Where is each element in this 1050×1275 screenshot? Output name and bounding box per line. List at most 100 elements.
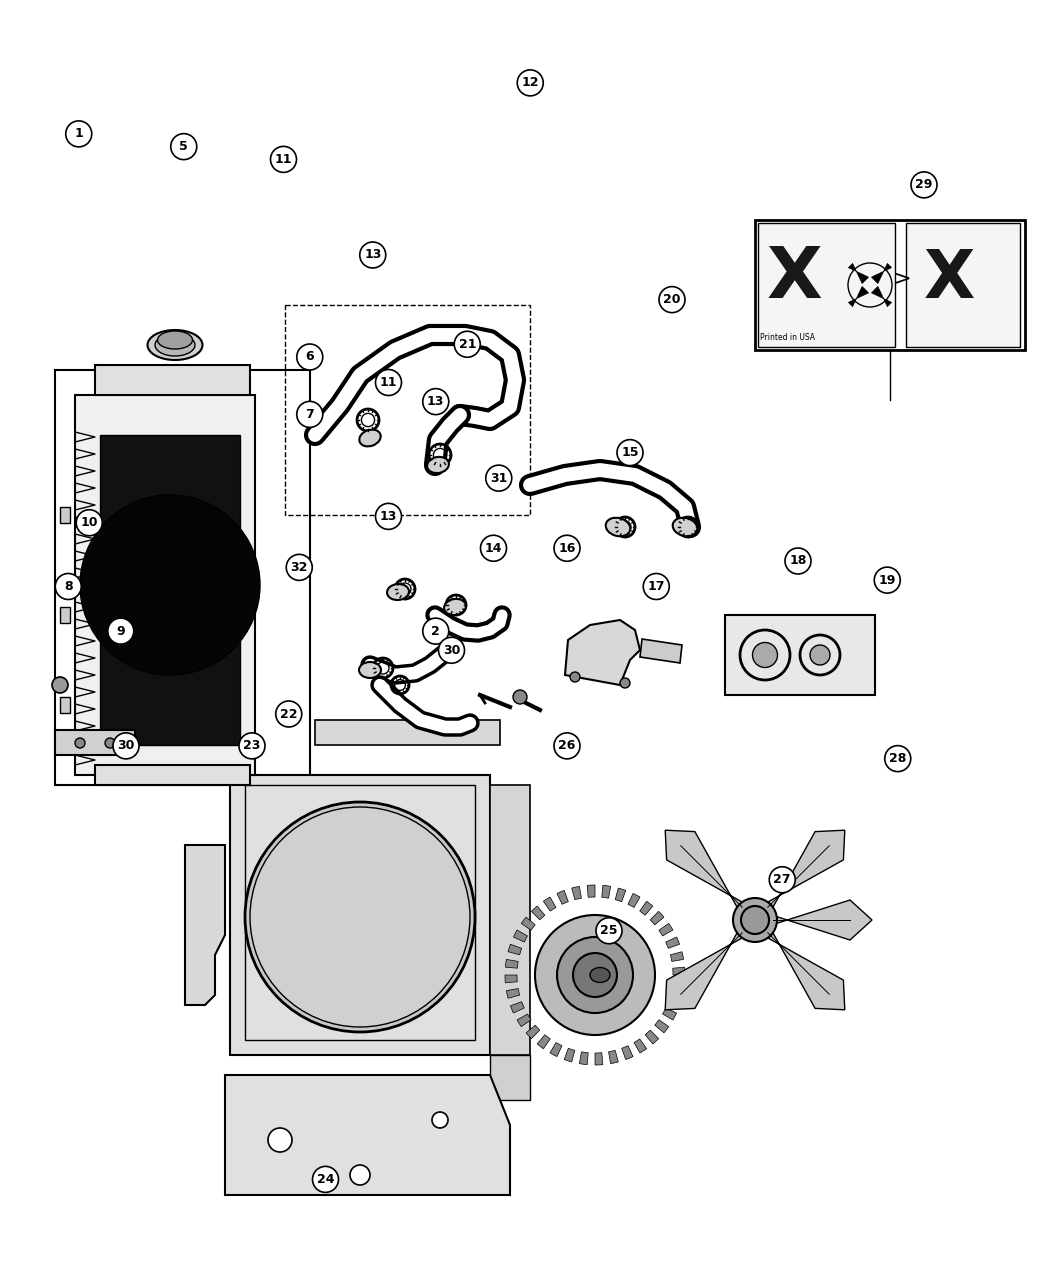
- Circle shape: [250, 807, 470, 1026]
- Wedge shape: [526, 1025, 540, 1039]
- Text: 6: 6: [306, 351, 314, 363]
- Polygon shape: [55, 731, 135, 755]
- Circle shape: [297, 344, 322, 370]
- Circle shape: [66, 121, 91, 147]
- Wedge shape: [655, 1020, 669, 1033]
- Polygon shape: [666, 830, 750, 914]
- Polygon shape: [60, 607, 70, 623]
- Polygon shape: [760, 830, 845, 914]
- Text: >: >: [892, 269, 911, 288]
- Circle shape: [297, 402, 322, 427]
- Ellipse shape: [673, 518, 697, 537]
- Text: 18: 18: [790, 555, 806, 567]
- Ellipse shape: [444, 599, 466, 615]
- Wedge shape: [609, 1051, 618, 1063]
- Ellipse shape: [155, 334, 195, 356]
- Ellipse shape: [359, 662, 381, 678]
- Polygon shape: [230, 775, 490, 1054]
- Polygon shape: [60, 507, 70, 523]
- Circle shape: [313, 1167, 338, 1192]
- Polygon shape: [872, 264, 891, 283]
- Wedge shape: [505, 975, 518, 983]
- Wedge shape: [580, 1052, 588, 1065]
- Text: 11: 11: [275, 153, 292, 166]
- Circle shape: [271, 147, 296, 172]
- Text: 32: 32: [291, 561, 308, 574]
- Text: 23: 23: [244, 740, 260, 752]
- Circle shape: [554, 733, 580, 759]
- Polygon shape: [848, 287, 868, 306]
- Circle shape: [741, 907, 769, 935]
- Circle shape: [432, 1112, 448, 1128]
- Wedge shape: [571, 886, 582, 900]
- Circle shape: [875, 567, 900, 593]
- Circle shape: [733, 898, 777, 942]
- Wedge shape: [550, 1043, 562, 1057]
- Polygon shape: [100, 435, 240, 745]
- Wedge shape: [673, 968, 685, 975]
- Wedge shape: [602, 885, 611, 898]
- Ellipse shape: [359, 430, 381, 446]
- Text: 26: 26: [559, 740, 575, 752]
- Circle shape: [171, 134, 196, 159]
- Text: 20: 20: [664, 293, 680, 306]
- Polygon shape: [225, 1075, 510, 1195]
- Circle shape: [911, 172, 937, 198]
- Text: 13: 13: [364, 249, 381, 261]
- Bar: [755, 221, 1025, 351]
- Text: 13: 13: [427, 395, 444, 408]
- Bar: [906, 223, 1020, 347]
- Circle shape: [105, 738, 116, 748]
- Wedge shape: [672, 982, 685, 991]
- Circle shape: [570, 672, 580, 682]
- Wedge shape: [517, 1014, 531, 1026]
- Polygon shape: [185, 845, 225, 1005]
- Circle shape: [596, 918, 622, 944]
- Circle shape: [644, 574, 669, 599]
- Polygon shape: [640, 639, 682, 663]
- Circle shape: [785, 548, 811, 574]
- Wedge shape: [645, 1030, 658, 1044]
- Wedge shape: [666, 937, 679, 949]
- Text: 25: 25: [601, 924, 617, 937]
- Circle shape: [518, 70, 543, 96]
- Circle shape: [52, 677, 68, 694]
- Circle shape: [439, 638, 464, 663]
- Polygon shape: [75, 395, 255, 775]
- Wedge shape: [506, 988, 520, 998]
- Text: 9: 9: [117, 625, 125, 638]
- Wedge shape: [521, 917, 536, 931]
- Circle shape: [659, 287, 685, 312]
- Text: 24: 24: [317, 1173, 334, 1186]
- Polygon shape: [55, 370, 310, 785]
- Circle shape: [245, 802, 475, 1031]
- Wedge shape: [587, 885, 595, 898]
- Circle shape: [513, 690, 527, 704]
- Text: 12: 12: [522, 76, 539, 89]
- Circle shape: [350, 1165, 370, 1184]
- Polygon shape: [60, 697, 70, 713]
- Wedge shape: [508, 945, 522, 955]
- Text: 14: 14: [485, 542, 502, 555]
- Text: 29: 29: [916, 179, 932, 191]
- Text: 10: 10: [81, 516, 98, 529]
- Circle shape: [287, 555, 312, 580]
- Wedge shape: [659, 923, 673, 936]
- Polygon shape: [872, 287, 891, 306]
- Wedge shape: [510, 1002, 524, 1014]
- Circle shape: [620, 678, 630, 689]
- Text: X: X: [768, 244, 823, 312]
- Circle shape: [80, 495, 260, 674]
- Circle shape: [75, 738, 85, 748]
- Wedge shape: [615, 889, 626, 901]
- Circle shape: [573, 952, 617, 997]
- Circle shape: [423, 389, 448, 414]
- Text: 30: 30: [443, 644, 460, 657]
- Wedge shape: [564, 1048, 574, 1062]
- Text: 7: 7: [306, 408, 314, 421]
- Ellipse shape: [387, 584, 410, 601]
- Wedge shape: [639, 901, 653, 915]
- Ellipse shape: [147, 330, 203, 360]
- Ellipse shape: [427, 456, 449, 473]
- Text: 28: 28: [889, 752, 906, 765]
